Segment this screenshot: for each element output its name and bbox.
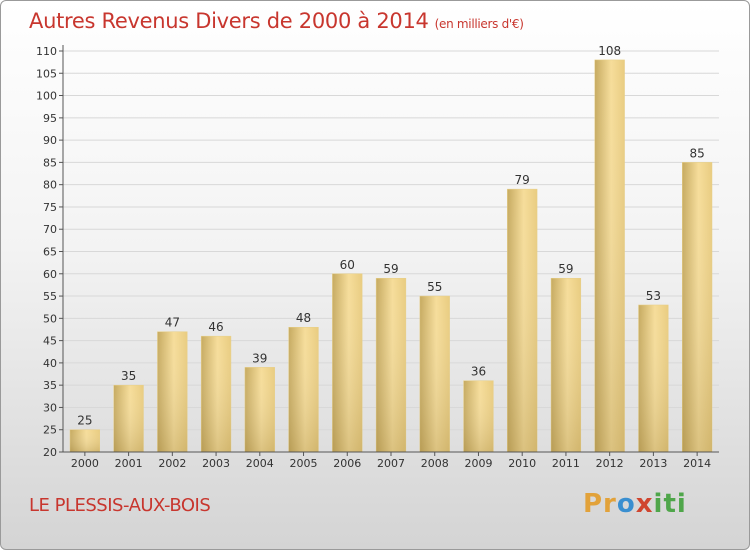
location-label: LE PLESSIS-AUX-BOIS bbox=[29, 495, 211, 516]
x-tick-label: 2002 bbox=[158, 457, 186, 470]
bar-value-label: 85 bbox=[689, 146, 704, 160]
x-tick-label: 2008 bbox=[421, 457, 449, 470]
bar-shade bbox=[594, 59, 625, 453]
x-tick-label: 2013 bbox=[639, 457, 667, 470]
chart-unit: (en milliers d'€) bbox=[434, 17, 524, 31]
bar-shade bbox=[419, 296, 450, 452]
bar-shade bbox=[682, 162, 713, 452]
bar-value-label: 53 bbox=[646, 289, 661, 303]
y-tick-label: 45 bbox=[43, 335, 57, 348]
bar-shade bbox=[113, 385, 144, 452]
y-tick-label: 30 bbox=[43, 401, 57, 414]
bar-value-label: 25 bbox=[77, 414, 92, 428]
y-tick-label: 35 bbox=[43, 379, 57, 392]
x-tick-label: 2000 bbox=[71, 457, 99, 470]
x-tick-label: 2004 bbox=[246, 457, 274, 470]
bar-shade bbox=[244, 367, 275, 452]
bar-value-label: 60 bbox=[340, 258, 355, 272]
y-tick-label: 105 bbox=[36, 67, 57, 80]
bar-shade bbox=[201, 336, 231, 452]
bar-value-label: 47 bbox=[165, 316, 180, 330]
bar-shade bbox=[551, 278, 581, 452]
value-labels: 25 35 47 46 39 48 60 59 55 36 79 59 108 53 85 bbox=[77, 44, 705, 428]
bar-value-label: 59 bbox=[383, 262, 398, 276]
y-tick-label: 85 bbox=[43, 156, 57, 169]
y-tick-label: 75 bbox=[43, 201, 57, 214]
x-tick-label: 2006 bbox=[333, 457, 361, 470]
bar-value-label: 79 bbox=[515, 173, 530, 187]
x-tick-label: 2003 bbox=[202, 457, 230, 470]
y-tick-label: 60 bbox=[43, 268, 57, 281]
x-tick-label: 2014 bbox=[683, 457, 711, 470]
x-axis-ticks: 2000 2001 2002 2003 2004 2005 2006 2007 2008 2009… bbox=[71, 452, 711, 470]
y-tick-label: 100 bbox=[36, 90, 57, 103]
y-tick-label: 70 bbox=[43, 223, 57, 236]
y-tick-label: 50 bbox=[43, 312, 57, 325]
y-tick-label: 20 bbox=[43, 446, 57, 459]
x-tick-label: 2005 bbox=[290, 457, 318, 470]
bar-value-label: 55 bbox=[427, 280, 442, 294]
bar-value-label: 36 bbox=[471, 365, 486, 379]
bar-shade bbox=[69, 429, 100, 452]
bar-value-label: 39 bbox=[252, 351, 267, 365]
y-tick-label: 55 bbox=[43, 290, 57, 303]
chart-title: Autres Revenus Divers de 2000 à 2014 (en … bbox=[29, 9, 524, 33]
proxiti-logo: Proxiti bbox=[583, 489, 687, 519]
x-tick-label: 2012 bbox=[596, 457, 624, 470]
y-tick-label: 90 bbox=[43, 134, 57, 147]
y-tick-label: 65 bbox=[43, 246, 57, 259]
bar-value-label: 48 bbox=[296, 311, 311, 325]
x-tick-label: 2010 bbox=[508, 457, 536, 470]
x-tick-label: 2007 bbox=[377, 457, 405, 470]
bar-shade bbox=[288, 327, 319, 452]
y-tick-label: 95 bbox=[43, 112, 57, 125]
x-tick-label: 2009 bbox=[464, 457, 492, 470]
y-tick-label: 25 bbox=[43, 424, 57, 437]
bar-shade bbox=[157, 331, 188, 452]
bar-shade bbox=[376, 278, 406, 452]
y-axis-ticks: 20 25 30 35 40 45 50 55 60 65 70 75 80 85 90 95 100 105 11… bbox=[36, 45, 63, 459]
bar-value-label: 59 bbox=[558, 262, 573, 276]
y-tick-label: 80 bbox=[43, 179, 57, 192]
bar-value-label: 35 bbox=[121, 369, 136, 383]
y-tick-label: 110 bbox=[36, 45, 57, 58]
bar-value-label: 46 bbox=[208, 320, 223, 334]
x-tick-label: 2011 bbox=[552, 457, 580, 470]
bar-shade bbox=[332, 273, 363, 452]
bars bbox=[69, 59, 713, 453]
bar-shade bbox=[463, 380, 494, 452]
bar-value-label: 108 bbox=[598, 44, 621, 58]
bar-shade bbox=[638, 304, 669, 452]
y-tick-label: 40 bbox=[43, 357, 57, 370]
chart-title-text: Autres Revenus Divers de 2000 à 2014 bbox=[29, 9, 429, 33]
x-tick-label: 2001 bbox=[115, 457, 143, 470]
bar-shade bbox=[507, 189, 538, 452]
